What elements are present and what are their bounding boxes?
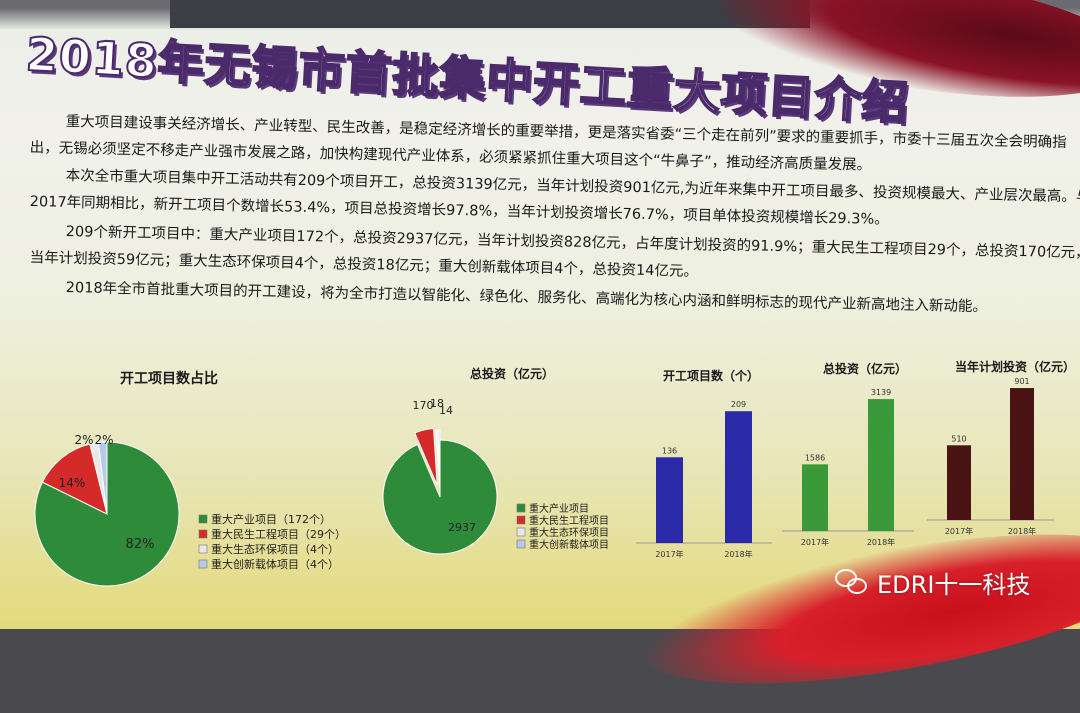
legend-swatch (198, 529, 208, 539)
legend-swatch (198, 514, 208, 524)
ceiling-strip (170, 0, 810, 28)
data-label: 170 (413, 399, 434, 412)
bar (725, 411, 752, 543)
watermark: EDRI十一科技 (835, 565, 1030, 600)
data-label: 2% (74, 433, 93, 447)
bar (1010, 388, 1034, 520)
legend-swatch (198, 559, 208, 569)
legend-label: 重大创新载体项目 (529, 538, 609, 551)
bar-value-label: 510 (951, 434, 966, 443)
chart-title: 总投资（亿元） (470, 367, 555, 381)
legend-swatch (516, 503, 526, 513)
bar (802, 464, 828, 531)
bar-value-label: 3139 (871, 388, 891, 397)
watermark-text: EDRI十一科技 (877, 571, 1031, 599)
x-tick-label: 2017年 (945, 526, 973, 536)
data-label: 82% (126, 537, 155, 552)
chart-title: 开工项目数（个） (663, 369, 760, 383)
pie-slice (382, 439, 498, 555)
legend-label: 重大民生工程项目（29个） (211, 527, 346, 541)
bar (947, 445, 971, 520)
data-label: 2% (94, 433, 113, 447)
bar-value-label: 901 (1014, 377, 1029, 386)
legend-swatch (516, 527, 526, 537)
charts-canvas: 82% 重大产业项目（172个） 14% 重大民生工程项目（29个） 2% 重大生态环保项… (34, 377, 1054, 587)
bar (656, 457, 683, 543)
legend-label: 重大生态环保项目 (529, 526, 609, 539)
pie-slice (97, 441, 108, 515)
legend-label: 重大民生工程项目 (529, 514, 609, 527)
data-label: 14 (439, 404, 453, 417)
chart-title: 当年计划投资（亿元） (955, 360, 1076, 374)
legend-swatch (198, 544, 208, 554)
pie-slice (437, 429, 441, 488)
x-tick-label: 2018年 (867, 537, 895, 547)
chart-title: 总投资（亿元） (823, 362, 908, 376)
wechat-icon (835, 568, 869, 597)
legend-swatch (516, 515, 526, 525)
pie-slice (41, 443, 108, 515)
bar-value-label: 1586 (805, 453, 825, 462)
legend-label: 重大生态环保项目（4个） (211, 542, 339, 556)
legend-swatch (516, 539, 526, 549)
x-tick-label: 2017年 (801, 537, 829, 547)
x-tick-label: 2017年 (655, 549, 683, 559)
bar-value-label: 136 (662, 446, 677, 455)
data-label: 2937 (448, 521, 476, 534)
pie-slice (414, 427, 438, 486)
chart-title: 开工项目数占比 (120, 371, 218, 387)
legend-label: 重大产业项目 (529, 502, 589, 515)
x-tick-label: 2018年 (724, 549, 752, 559)
bar (868, 399, 894, 531)
legend-label: 重大创新载体项目（4个） (211, 557, 339, 571)
data-label: 14% (59, 476, 86, 490)
data-label: 18 (430, 397, 444, 410)
bar-value-label: 209 (731, 400, 746, 409)
x-tick-label: 2018年 (1008, 526, 1036, 536)
legend-label: 重大产业项目（172个） (211, 512, 331, 526)
